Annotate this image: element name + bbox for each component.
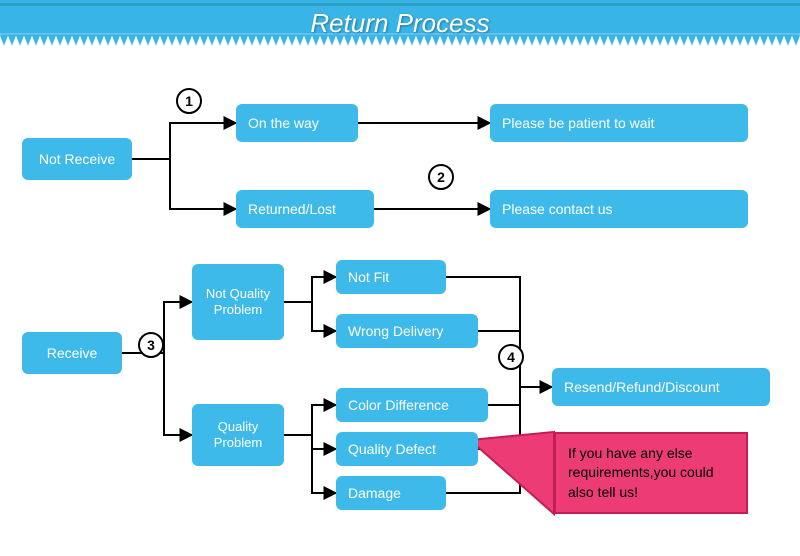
node-returned-lost: Returned/Lost [236,190,374,228]
step-4-marker: 4 [498,344,524,370]
callout-text: If you have any else requirements,you co… [568,444,734,503]
node-color-difference: Color Difference [336,388,488,422]
node-please-contact: Please contact us [490,190,748,228]
callout-tail [470,432,554,514]
node-quality-problem: Quality Problem [192,404,284,466]
node-not-fit: Not Fit [336,260,446,294]
node-not-receive: Not Receive [22,138,132,180]
step-2-marker: 2 [428,164,454,190]
node-quality-defect: Quality Defect [336,432,478,466]
node-resend-refund-discount: Resend/Refund/Discount [552,368,770,406]
step-1-marker: 1 [176,88,202,114]
node-on-the-way: On the way [236,104,358,142]
node-not-quality-problem: Not Quality Problem [192,264,284,340]
node-receive: Receive [22,332,122,374]
node-damage: Damage [336,476,446,510]
node-please-wait: Please be patient to wait [490,104,748,142]
callout-box: If you have any else requirements,you co… [554,432,748,514]
step-3-marker: 3 [138,332,164,358]
node-wrong-delivery: Wrong Delivery [336,314,478,348]
